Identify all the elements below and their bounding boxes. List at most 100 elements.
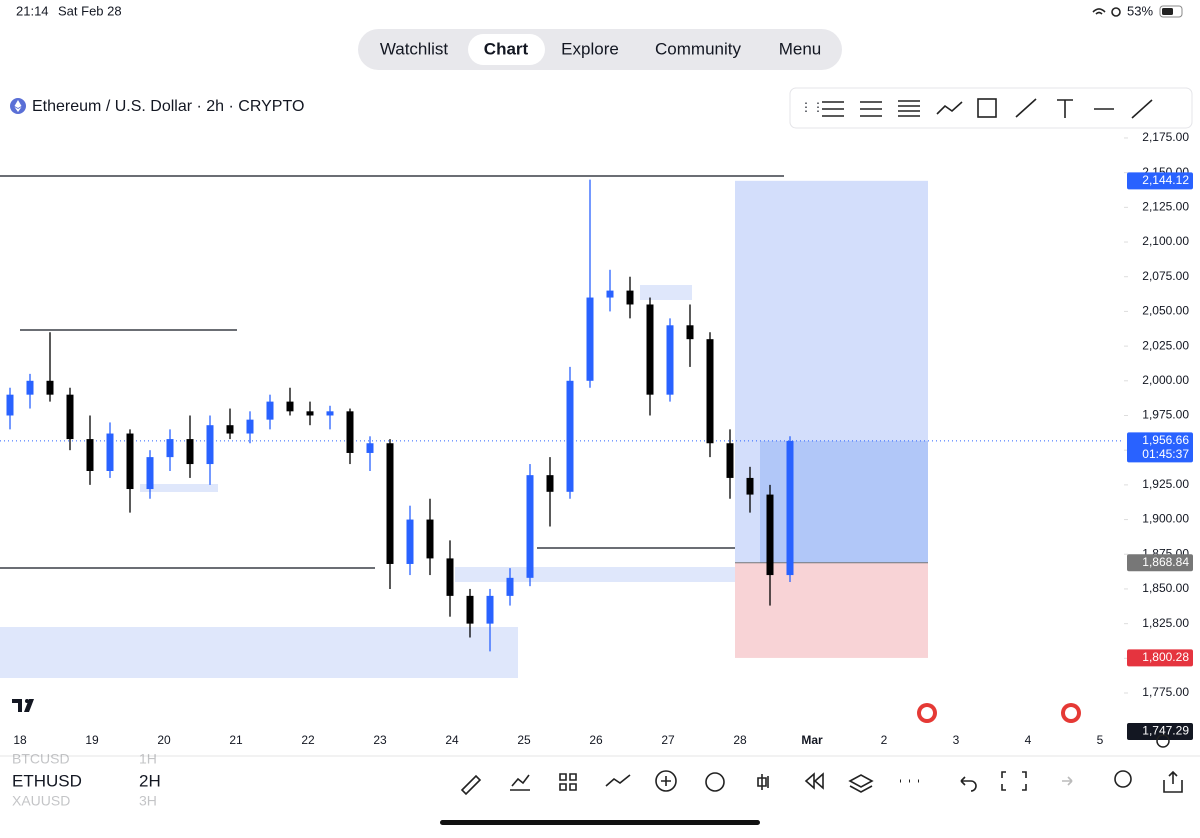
- y-tick-label: 2,075.00: [1142, 269, 1189, 283]
- symbol-name[interactable]: ETHUSD: [12, 771, 82, 790]
- candle-body: [646, 304, 654, 395]
- status-date: Sat Feb 28: [58, 3, 122, 18]
- settings-icon[interactable]: [1156, 734, 1170, 748]
- candle-body: [486, 595, 494, 624]
- price-tag: [1127, 172, 1193, 190]
- candle-body: [386, 443, 394, 564]
- countdown: 01:45:37: [1142, 447, 1189, 461]
- symbol-interval[interactable]: 2H: [139, 771, 161, 790]
- candle-body: [226, 425, 234, 434]
- share[interactable]: [1163, 770, 1183, 793]
- y-tick-label: 1,825.00: [1142, 616, 1189, 630]
- y-tick-label: 1,975.00: [1142, 408, 1189, 422]
- draw-tool[interactable]: [460, 774, 482, 796]
- x-tick-label: 20: [157, 733, 171, 747]
- home-indicator: [440, 820, 760, 825]
- candle-body: [46, 380, 54, 395]
- nav-tab[interactable]: Menu: [779, 39, 822, 58]
- bar-style[interactable]: [757, 774, 769, 790]
- nav-tab[interactable]: Community: [655, 39, 741, 58]
- price-tag-label: 1,868.84: [1142, 555, 1189, 569]
- drawing-toolbar: ⋮⋮: [789, 87, 1193, 129]
- candle-body: [286, 401, 294, 412]
- candle-body: [266, 401, 274, 420]
- x-tick-label: 3: [953, 733, 960, 747]
- candle-body: [366, 443, 374, 453]
- nav-tab[interactable]: Explore: [561, 39, 619, 58]
- layers[interactable]: [848, 774, 874, 793]
- candle-body: [686, 325, 694, 340]
- price-tags: 2,144.12 1,868.84 1,800.28 1,956.6601:45:37…: [1127, 172, 1193, 740]
- y-tick-label: 2,100.00: [1142, 234, 1189, 248]
- y-tick-label: 2,000.00: [1142, 373, 1189, 387]
- candle-body: [326, 411, 334, 416]
- y-tick-label: 1,925.00: [1142, 477, 1189, 491]
- replay[interactable]: [804, 772, 824, 790]
- price-tag-label: 1,956.66: [1142, 433, 1189, 447]
- candle-body: [506, 577, 514, 596]
- candle-body: [146, 457, 154, 490]
- candle-body: [126, 433, 134, 490]
- candle-body: [606, 290, 614, 298]
- fullscreen[interactable]: [1001, 771, 1027, 791]
- candle-body: [546, 475, 554, 492]
- nav-tabs: Watchlist Chart Explore Community Menu: [380, 39, 821, 58]
- add-alert[interactable]: [1114, 770, 1132, 788]
- symbol-list: BTCUSD 1H ETHUSD 2H XAUUSD 3H: [12, 751, 161, 809]
- y-tick-label: 1,775.00: [1142, 685, 1189, 699]
- candle-body: [586, 297, 594, 381]
- nav-tab[interactable]: Watchlist: [380, 39, 449, 58]
- candle-body: [306, 411, 314, 416]
- candle-body: [406, 519, 414, 564]
- candle-body: [766, 494, 774, 576]
- battery-level: 53%: [1127, 3, 1153, 18]
- y-tick-label: 2,050.00: [1142, 304, 1189, 318]
- symbol-interval[interactable]: 3H: [139, 793, 157, 809]
- tv-logo: [12, 699, 34, 712]
- toolbar-grip: ⋮⋮: [800, 100, 824, 114]
- symbol-interval[interactable]: 1H: [139, 751, 157, 767]
- price-tag-label: 1,800.28: [1142, 650, 1189, 664]
- x-tick-label: 5: [1097, 733, 1104, 747]
- candle-body: [786, 440, 794, 576]
- nav-tab[interactable]: Chart: [484, 39, 529, 58]
- candle-body: [186, 439, 194, 465]
- candles: [6, 179, 794, 652]
- symbol-name[interactable]: BTCUSD: [12, 751, 70, 767]
- status-icons: [1092, 5, 1183, 18]
- symbol-icon: [10, 98, 26, 114]
- x-tick-label: 4: [1025, 733, 1032, 747]
- candle-body: [746, 477, 754, 495]
- bottom-toolbar: [460, 770, 1183, 796]
- candle-body: [666, 325, 674, 395]
- redo[interactable]: [1062, 776, 1073, 786]
- chart-title: Ethereum / U.S. Dollar · 2h · CRYPTO: [32, 98, 304, 115]
- x-tick-label: 25: [517, 733, 531, 747]
- y-tick-label: 2,125.00: [1142, 200, 1189, 214]
- x-tick-label: 18: [13, 733, 27, 747]
- x-tick-label: 28: [733, 733, 747, 747]
- price-tag: [1127, 649, 1193, 667]
- price-tag: [1127, 432, 1193, 463]
- price-tag: [1127, 554, 1193, 572]
- layout[interactable]: [559, 773, 577, 791]
- compare[interactable]: [605, 774, 631, 787]
- candle-body: [86, 439, 94, 471]
- candle-body: [66, 394, 74, 440]
- candle-body: [626, 290, 634, 305]
- open-profit: [760, 440, 928, 563]
- undo[interactable]: [960, 776, 977, 792]
- candle-body: [346, 411, 354, 453]
- y-tick-label: 2,025.00: [1142, 338, 1189, 352]
- candle-body: [446, 558, 454, 596]
- alert[interactable]: [705, 772, 725, 792]
- candle-body: [206, 425, 214, 465]
- price-tag-label: 2,144.12: [1142, 173, 1189, 187]
- candle-body: [106, 433, 114, 471]
- indicators[interactable]: [510, 774, 530, 791]
- add[interactable]: [655, 770, 677, 792]
- event-icons: [917, 703, 1081, 723]
- symbol-name[interactable]: XAUUSD: [12, 793, 70, 809]
